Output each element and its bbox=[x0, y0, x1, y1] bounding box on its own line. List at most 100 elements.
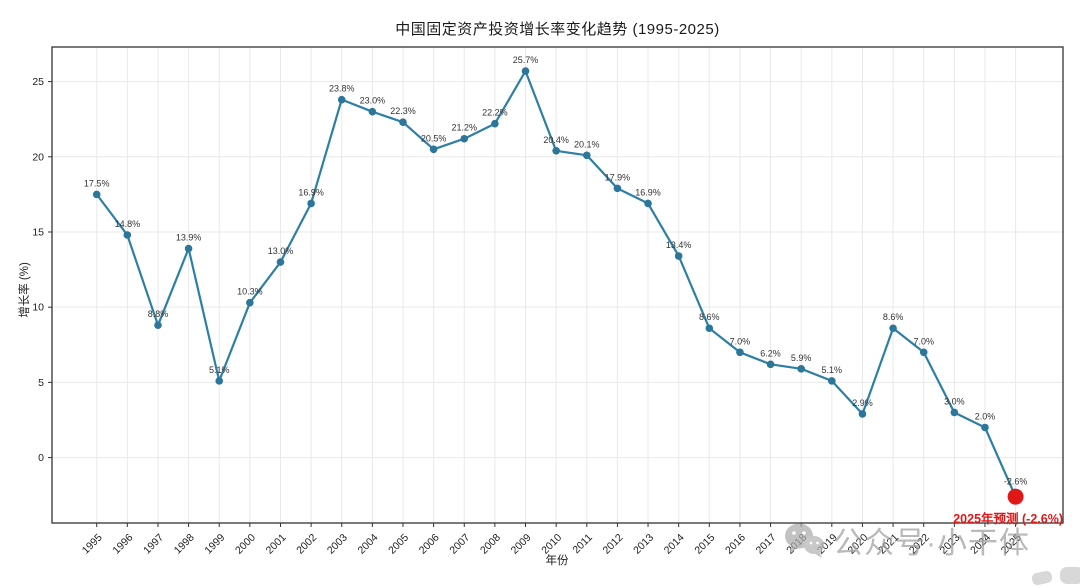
data-point bbox=[736, 348, 744, 357]
y-tick-label: 15 bbox=[32, 226, 44, 238]
x-tick-label: 2013 bbox=[631, 532, 656, 557]
x-tick-label: 2021 bbox=[876, 532, 901, 557]
plot-border bbox=[51, 46, 1064, 524]
data-point-label: 5.1% bbox=[209, 365, 230, 375]
x-tick-label: 2018 bbox=[784, 532, 809, 557]
y-tick-label: 25 bbox=[32, 76, 44, 88]
data-point-label: 13.0% bbox=[268, 246, 294, 256]
x-tick-label: 2024 bbox=[968, 532, 993, 557]
data-point-labels: 17.5% 14.8% 8.8% 13.9% 5.1% 10.3% 13.0% 16.9% 23… bbox=[84, 55, 1027, 487]
x-tick-label: 2022 bbox=[907, 532, 932, 557]
data-point bbox=[491, 119, 499, 128]
x-tick-label: 1995 bbox=[80, 532, 105, 557]
x-tick-label: 2017 bbox=[754, 532, 779, 557]
data-point-label: 13.9% bbox=[176, 233, 202, 243]
data-point-label: 22.3% bbox=[390, 106, 416, 116]
data-point bbox=[981, 423, 989, 432]
data-point-label: 21.2% bbox=[451, 123, 477, 133]
data-point bbox=[368, 107, 377, 116]
x-tick-label: 2000 bbox=[233, 532, 258, 557]
x-tick-label: 2025 bbox=[999, 532, 1024, 557]
y-tick-label: 5 bbox=[38, 377, 44, 389]
data-point bbox=[123, 231, 132, 239]
data-point bbox=[889, 324, 897, 333]
x-tick-label: 2002 bbox=[294, 532, 319, 557]
data-point-label: -2.6% bbox=[1004, 477, 1028, 487]
data-point-label: 16.9% bbox=[298, 187, 324, 197]
data-point bbox=[766, 360, 775, 369]
x-tick-label: 2001 bbox=[264, 532, 289, 557]
data-point bbox=[399, 118, 407, 126]
data-point bbox=[154, 321, 162, 330]
data-point-label: 8.8% bbox=[148, 309, 169, 319]
x-tick-label: 1996 bbox=[110, 532, 135, 557]
data-point-label: 3.0% bbox=[944, 396, 965, 406]
data-point-label: 7.0% bbox=[730, 336, 751, 346]
data-point-label: 2.9% bbox=[852, 398, 873, 408]
y-tick-label: 20 bbox=[32, 151, 44, 163]
data-point-label: 6.2% bbox=[760, 348, 781, 358]
data-point-label: 25.7% bbox=[513, 55, 539, 65]
prediction-annotation: 2025年预测 (-2.6%) bbox=[953, 512, 1063, 526]
data-point bbox=[613, 184, 622, 193]
chart-title: 中国固定资产投资增长率变化趋势 (1995-2025) bbox=[395, 21, 720, 38]
x-tick-label: 2004 bbox=[355, 532, 380, 557]
data-point-label: 10.3% bbox=[237, 287, 263, 297]
data-point-label: 17.5% bbox=[84, 178, 110, 188]
x-tick-label: 1999 bbox=[202, 532, 227, 557]
x-tick-label: 2016 bbox=[723, 532, 748, 557]
prediction-point bbox=[1007, 488, 1024, 505]
data-point bbox=[582, 151, 591, 160]
data-point bbox=[337, 95, 346, 104]
data-point-label: 5.9% bbox=[791, 353, 812, 363]
data-point-label: 20.5% bbox=[421, 133, 447, 143]
x-tick-label: 2015 bbox=[692, 532, 717, 557]
data-point bbox=[429, 145, 438, 154]
y-tick-labels: 0 5 10 15 20 25 bbox=[32, 76, 44, 464]
data-point bbox=[797, 365, 805, 373]
data-point bbox=[307, 199, 315, 208]
corner-decoration-icon bbox=[1060, 567, 1080, 584]
data-point bbox=[644, 199, 652, 208]
x-tick-label: 2007 bbox=[447, 532, 472, 557]
data-point-label: 8.6% bbox=[883, 312, 904, 322]
y-axis-title: 增长率 (%) bbox=[19, 262, 31, 318]
data-point bbox=[674, 252, 683, 260]
data-point bbox=[858, 410, 867, 418]
axis-ticks bbox=[48, 81, 1017, 527]
data-point-label: 20.1% bbox=[574, 139, 600, 149]
y-tick-label: 10 bbox=[32, 302, 44, 314]
data-point bbox=[460, 134, 469, 143]
data-point bbox=[521, 67, 530, 75]
x-tick-label: 2019 bbox=[815, 532, 840, 557]
data-point bbox=[215, 377, 224, 385]
x-tick-label: 2006 bbox=[417, 532, 442, 557]
x-tick-label: 2005 bbox=[386, 532, 411, 557]
data-point-label: 22.2% bbox=[482, 108, 508, 118]
data-point bbox=[950, 408, 959, 417]
data-point-label: 23.0% bbox=[360, 96, 386, 106]
data-point bbox=[184, 244, 193, 253]
x-tick-label: 2020 bbox=[846, 532, 871, 557]
data-point-label: 17.9% bbox=[605, 172, 631, 182]
x-tick-label: 1997 bbox=[141, 532, 166, 557]
y-tick-label: 0 bbox=[38, 452, 44, 464]
data-point bbox=[828, 377, 836, 385]
data-point bbox=[552, 146, 560, 155]
data-point-label: 13.4% bbox=[666, 240, 692, 250]
data-point bbox=[92, 190, 101, 199]
data-point bbox=[276, 258, 285, 266]
x-tick-label: 2014 bbox=[662, 532, 687, 557]
data-point-label: 16.9% bbox=[635, 187, 661, 197]
data-point-label: 8.6% bbox=[699, 312, 720, 322]
data-point-label: 20.4% bbox=[543, 135, 569, 145]
data-point bbox=[919, 348, 928, 357]
data-points bbox=[92, 67, 1024, 505]
x-tick-label: 1998 bbox=[172, 532, 197, 557]
data-point-label: 14.8% bbox=[115, 219, 141, 229]
x-tick-label: 2003 bbox=[325, 532, 350, 557]
data-point-label: 2.0% bbox=[975, 411, 996, 421]
data-point-label: 5.1% bbox=[822, 365, 843, 375]
